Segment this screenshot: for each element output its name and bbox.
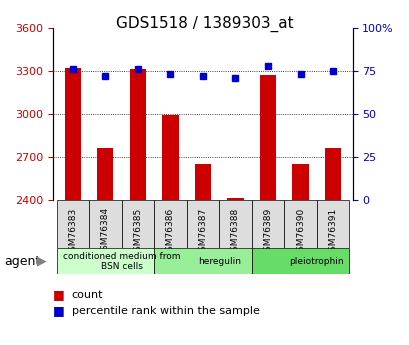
FancyBboxPatch shape <box>154 248 251 274</box>
Text: heregulin: heregulin <box>197 257 240 266</box>
FancyBboxPatch shape <box>251 200 283 248</box>
Text: GSM76385: GSM76385 <box>133 207 142 257</box>
Text: GSM76387: GSM76387 <box>198 207 207 257</box>
FancyBboxPatch shape <box>219 200 251 248</box>
Text: percentile rank within the sample: percentile rank within the sample <box>72 306 259 315</box>
Text: GSM76388: GSM76388 <box>230 207 239 257</box>
FancyBboxPatch shape <box>251 248 348 274</box>
FancyBboxPatch shape <box>283 200 316 248</box>
Text: GDS1518 / 1389303_at: GDS1518 / 1389303_at <box>116 16 293 32</box>
FancyBboxPatch shape <box>316 200 348 248</box>
Bar <box>65 68 81 200</box>
FancyBboxPatch shape <box>89 200 121 248</box>
Text: GSM76384: GSM76384 <box>101 207 110 256</box>
Text: ▶: ▶ <box>37 255 46 268</box>
Bar <box>259 75 276 200</box>
Text: GSM76389: GSM76389 <box>263 207 272 257</box>
Bar <box>292 164 308 200</box>
FancyBboxPatch shape <box>121 200 154 248</box>
Bar <box>162 115 178 200</box>
Text: GSM76386: GSM76386 <box>166 207 175 257</box>
Text: agent: agent <box>4 255 40 268</box>
Bar <box>97 148 113 200</box>
Bar <box>194 164 211 200</box>
Text: GSM76391: GSM76391 <box>328 207 337 257</box>
Bar <box>129 69 146 200</box>
FancyBboxPatch shape <box>186 200 219 248</box>
Text: pleiotrophin: pleiotrophin <box>289 257 343 266</box>
Text: GSM76390: GSM76390 <box>295 207 304 257</box>
Text: ■: ■ <box>53 304 65 317</box>
FancyBboxPatch shape <box>56 248 154 274</box>
Bar <box>324 148 340 200</box>
Text: ■: ■ <box>53 288 65 302</box>
Text: count: count <box>72 290 103 300</box>
Bar <box>227 198 243 200</box>
FancyBboxPatch shape <box>154 200 186 248</box>
FancyBboxPatch shape <box>56 200 89 248</box>
Text: GSM76383: GSM76383 <box>68 207 77 257</box>
Text: conditioned medium from
BSN cells: conditioned medium from BSN cells <box>63 252 180 271</box>
